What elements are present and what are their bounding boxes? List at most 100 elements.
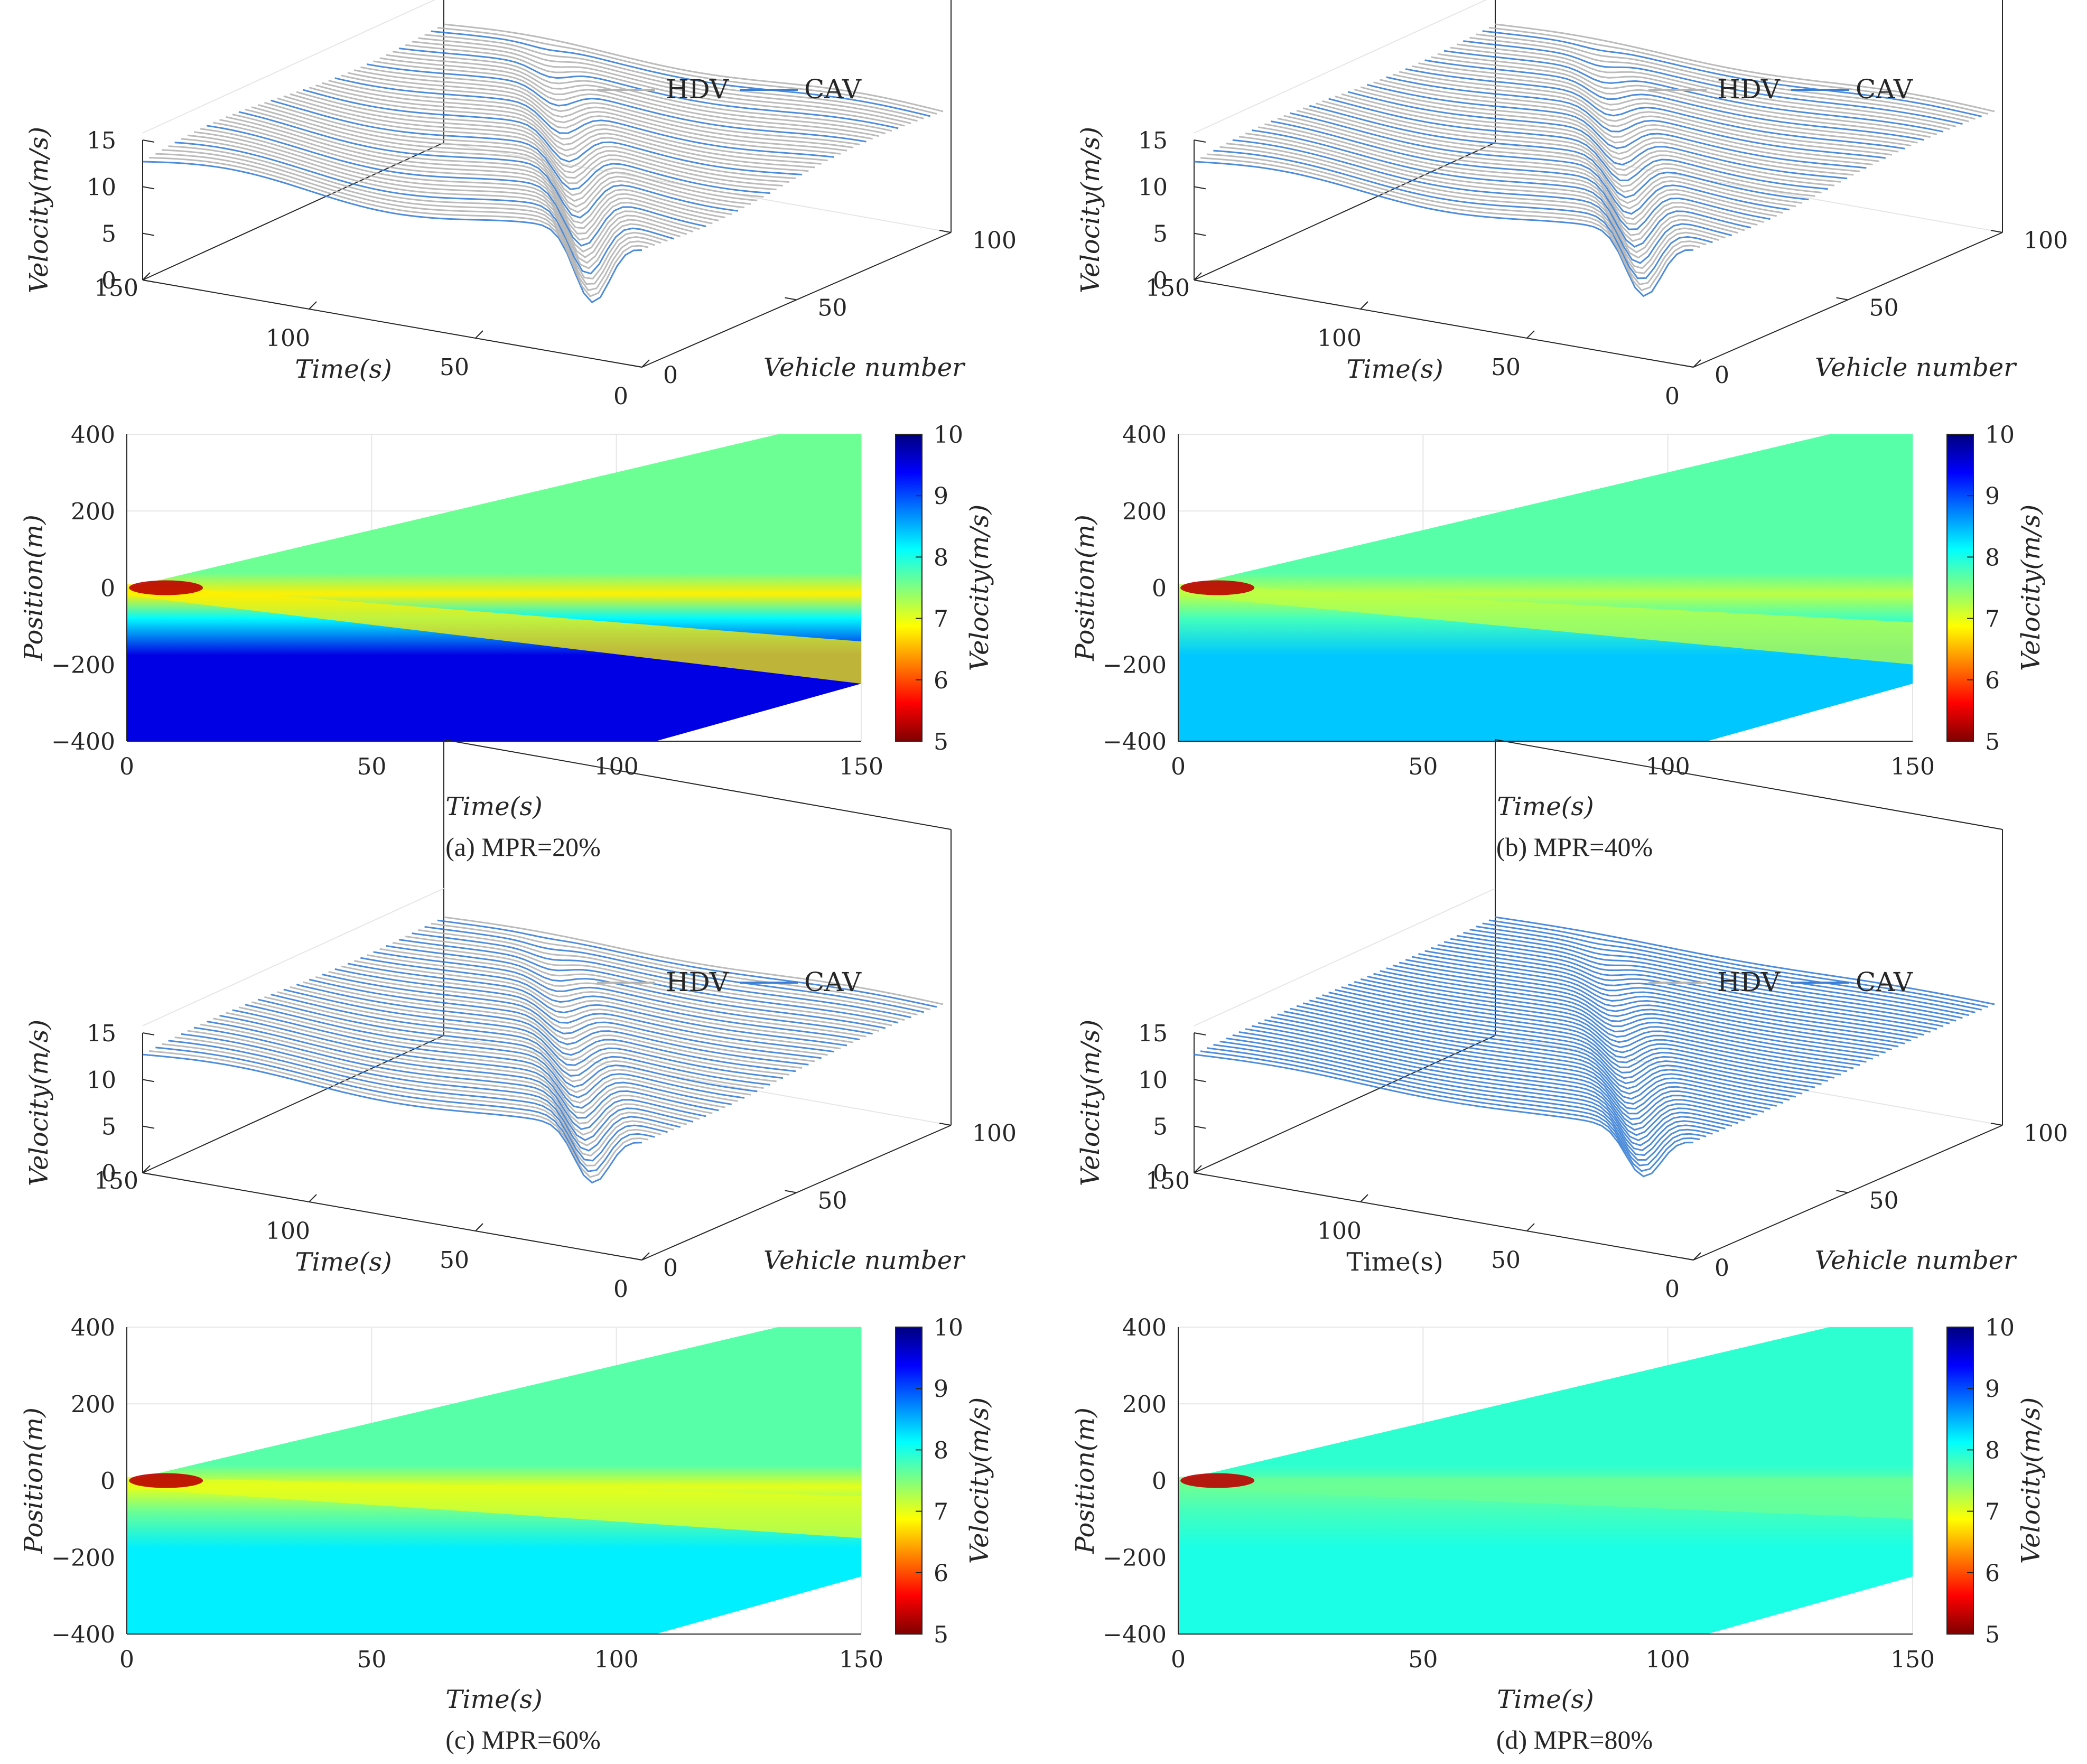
time-tick-mark bbox=[142, 272, 151, 281]
hdv-line bbox=[1476, 33, 1976, 120]
cav-line bbox=[1245, 1028, 1745, 1136]
legend: HDV CAV bbox=[1648, 74, 1913, 105]
hdv-line bbox=[264, 996, 764, 1089]
y-tick-label: 0 bbox=[100, 575, 115, 602]
cav-line bbox=[238, 111, 739, 219]
cav-line bbox=[1405, 959, 1905, 1044]
y-tick-label: −200 bbox=[51, 1545, 115, 1572]
cav-line bbox=[1341, 986, 1841, 1076]
cav-line bbox=[1322, 994, 1822, 1085]
hdv-line bbox=[437, 27, 937, 115]
cav-line bbox=[1424, 950, 1924, 1036]
hdv-line bbox=[1316, 102, 1815, 197]
cav-line bbox=[1463, 40, 1963, 125]
cav-line bbox=[1226, 1037, 1726, 1152]
vehicle-tick-mark bbox=[785, 1190, 797, 1193]
hdv-line bbox=[1380, 79, 1879, 162]
hdv-line bbox=[315, 976, 815, 1062]
hdv-line bbox=[290, 986, 790, 1076]
surface-plot: 0 5 10 15 150 100 50 0 0 50 100 Velocity(m/s) Time(s… bbox=[24, 0, 1017, 410]
x-tick-label: 150 bbox=[839, 753, 883, 780]
hdv-line bbox=[277, 991, 777, 1082]
cav-line bbox=[1482, 922, 1982, 1011]
cav-line bbox=[1194, 161, 1694, 297]
vehicle-tick-label: 0 bbox=[1715, 362, 1729, 389]
x-tick-label: 0 bbox=[119, 753, 134, 780]
cav-line bbox=[1495, 916, 1995, 1005]
time-tick-mark bbox=[1526, 1223, 1535, 1231]
cav-line bbox=[1283, 1011, 1784, 1105]
cav-line bbox=[1309, 105, 1809, 201]
hdv-line bbox=[1373, 81, 1873, 165]
vehicle-tick-mark bbox=[939, 230, 952, 233]
hdv-line bbox=[1392, 73, 1893, 156]
hdv-line bbox=[200, 128, 700, 253]
hdv-line bbox=[238, 1006, 739, 1104]
x-axis-label: Time(s) bbox=[445, 792, 542, 822]
hdv-line bbox=[373, 60, 873, 140]
box-edge bbox=[1194, 888, 1496, 1026]
hdv-line bbox=[1335, 96, 1834, 186]
colorbar-tick-label: 6 bbox=[1985, 1560, 2000, 1587]
box-edge bbox=[1495, 739, 2003, 830]
cav-line bbox=[1309, 1000, 1809, 1091]
time-axis-label: Time(s) bbox=[295, 354, 392, 384]
colorbar-tick-label: 7 bbox=[934, 606, 948, 633]
time-tick-label: 100 bbox=[1317, 1218, 1362, 1245]
time-tick-mark bbox=[309, 1194, 317, 1202]
hdv-line bbox=[443, 23, 944, 113]
surface-plot: 0 5 10 15 150 100 50 0 0 50 100 Velocity(m/s) Time(s… bbox=[24, 739, 1017, 1303]
time-tick-mark bbox=[475, 1223, 483, 1231]
vehicle-tick-mark bbox=[1681, 365, 1694, 368]
hdv-line bbox=[1495, 23, 1995, 113]
hdv-line bbox=[1469, 36, 1969, 123]
time-tick-label: 0 bbox=[613, 1276, 628, 1303]
hdv-line bbox=[418, 929, 918, 1016]
hdv-line bbox=[200, 1023, 700, 1136]
colorbar-label: Velocity(m/s) bbox=[965, 1397, 994, 1564]
colorbar-tick-label: 8 bbox=[1985, 544, 2000, 571]
panel-caption: (d) MPR=80% bbox=[1496, 1725, 1653, 1754]
cav-line bbox=[1302, 1002, 1803, 1095]
vehicle-tick-label: 100 bbox=[972, 1120, 1017, 1147]
hdv-line bbox=[309, 87, 809, 172]
hdv-line bbox=[392, 942, 892, 1026]
hdv-line bbox=[162, 149, 661, 285]
time-axis bbox=[1194, 1172, 1694, 1261]
x-tick-label: 50 bbox=[1408, 753, 1438, 780]
initial-perturbation bbox=[1180, 580, 1255, 595]
hdv-line bbox=[193, 131, 694, 258]
hdv-line bbox=[379, 57, 879, 137]
legend-cav-label: CAV bbox=[804, 967, 862, 997]
time-tick-mark bbox=[641, 359, 650, 368]
panel-caption: (a) MPR=20% bbox=[445, 832, 600, 862]
hdv-line bbox=[424, 34, 924, 119]
vehicle-tick-label: 0 bbox=[663, 362, 678, 389]
cav-line bbox=[1367, 975, 1867, 1063]
y-tick-label: 400 bbox=[71, 1314, 115, 1341]
hdv-line bbox=[1412, 65, 1912, 147]
initial-perturbation bbox=[129, 1473, 203, 1488]
legend: HDV CAV bbox=[1648, 967, 1913, 997]
cav-line bbox=[1328, 98, 1828, 190]
cav-line bbox=[1392, 964, 1893, 1051]
cav-line bbox=[1271, 120, 1771, 230]
cav-line bbox=[360, 957, 860, 1041]
panel-a: 051015150100500050100Velocity(m/s)Time(s… bbox=[19, 0, 1017, 862]
heatmap-plot: 0 50 100 150 400 200 0 −200 −400 Time(s) Position(… bbox=[1070, 422, 2046, 822]
time-tick-mark bbox=[1693, 359, 1701, 368]
hdv-line bbox=[386, 54, 886, 135]
z-tick-mark bbox=[1194, 1032, 1206, 1035]
x-tick-label: 50 bbox=[1408, 1646, 1438, 1673]
velocity-field bbox=[127, 1327, 861, 1634]
z-tick-mark bbox=[142, 1032, 155, 1035]
cav-line bbox=[1200, 1050, 1700, 1172]
y-axis-label: Position(m) bbox=[1070, 1407, 1100, 1554]
time-tick-label: 50 bbox=[440, 1247, 469, 1274]
cav-line bbox=[1335, 989, 1835, 1079]
x-tick-label: 0 bbox=[1171, 1646, 1186, 1673]
y-tick-label: −200 bbox=[51, 652, 115, 679]
time-tick-label: 0 bbox=[1665, 1276, 1680, 1303]
time-tick-label: 100 bbox=[1317, 325, 1362, 352]
colorbar-tick-label: 10 bbox=[1985, 422, 2015, 449]
